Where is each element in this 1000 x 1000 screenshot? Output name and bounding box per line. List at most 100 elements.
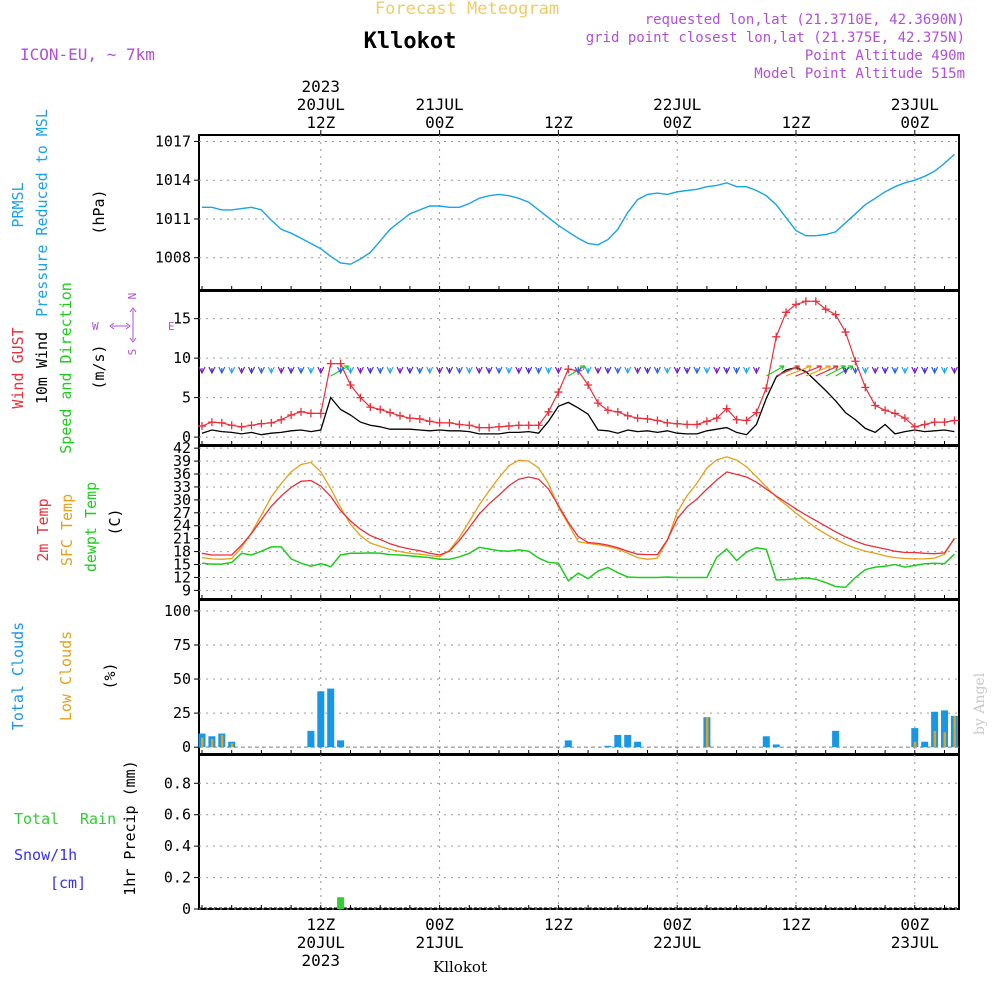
pressure-ytick-label: 1017 bbox=[155, 132, 191, 150]
wind-gust-marker bbox=[297, 407, 305, 416]
low-clouds-bar bbox=[953, 715, 956, 748]
wind-direction-arrow bbox=[624, 366, 632, 375]
bottom-axis-label: 21JUL bbox=[416, 933, 464, 952]
wind-gust-marker bbox=[821, 305, 830, 314]
dewpoint-line bbox=[201, 546, 955, 589]
wind-gust-marker bbox=[702, 417, 711, 426]
wind-direction-arrow bbox=[356, 366, 364, 375]
precip-ytick-label: 0.8 bbox=[164, 774, 191, 792]
wind-gust-marker bbox=[782, 308, 791, 317]
wind-direction-arrow bbox=[703, 366, 711, 375]
wind-gust-marker bbox=[603, 406, 612, 415]
wind-direction-arrow bbox=[505, 366, 513, 375]
wind-gust-marker bbox=[940, 418, 949, 427]
wind-direction-arrow bbox=[614, 366, 622, 375]
precip-frame bbox=[198, 754, 960, 910]
total-clouds-bar bbox=[762, 736, 770, 748]
wind-gust-marker bbox=[693, 420, 701, 429]
wind-gust-marker bbox=[831, 310, 840, 319]
bottom-axis-label: 12Z bbox=[544, 915, 573, 934]
wind-gust-marker bbox=[891, 409, 899, 418]
wind-gust-marker bbox=[534, 421, 543, 430]
wind-direction-arrow bbox=[247, 366, 256, 375]
wind-ytick-label: 10 bbox=[173, 349, 191, 367]
requested-coords: requested lon,lat (21.3710E, 42.3690N) bbox=[645, 12, 965, 28]
low-clouds-bar bbox=[913, 741, 917, 748]
wind-gust-marker bbox=[910, 422, 919, 431]
wind-direction-arrow bbox=[931, 366, 939, 375]
low-clouds-label: Low Clouds bbox=[57, 631, 75, 721]
total-clouds-bar bbox=[634, 741, 642, 748]
compass-west: W bbox=[92, 320, 99, 333]
wind-gust-marker bbox=[425, 417, 434, 426]
temperature-ytick-label: 42 bbox=[173, 439, 191, 457]
top-axis-label: 22JUL bbox=[653, 95, 701, 114]
temperature-ytick-label: 18 bbox=[173, 543, 191, 561]
wind-10m-label: 10m Wind bbox=[33, 332, 51, 404]
wind-direction-arrow bbox=[386, 366, 394, 375]
wind-gust-marker bbox=[722, 404, 731, 413]
wind-direction-arrow bbox=[851, 366, 859, 375]
wind-direction-arrow bbox=[574, 366, 582, 375]
precip-ytick-label: 0.2 bbox=[164, 869, 191, 887]
wind-direction-arrow bbox=[733, 366, 741, 375]
clouds-ytick-label: 0 bbox=[182, 738, 191, 756]
snow-unit-label: [cm] bbox=[50, 874, 86, 892]
wind-gust-marker bbox=[623, 411, 632, 420]
wind-direction-arrow bbox=[841, 366, 850, 375]
clouds-ytick-label: 50 bbox=[173, 670, 191, 688]
wind-direction-arrow bbox=[871, 366, 879, 375]
tsfc-label: SFC Temp bbox=[58, 494, 76, 566]
wind-gust-marker bbox=[475, 423, 484, 432]
pressure-panel: 1008 1011 1014 1017 bbox=[155, 132, 960, 291]
wind-direction-arrow bbox=[535, 366, 543, 375]
wind-direction-arrow bbox=[317, 366, 325, 375]
wind-gust-marker bbox=[514, 421, 523, 430]
total-rain-label-rain: Rain bbox=[80, 810, 116, 828]
wind-gust-marker bbox=[683, 420, 692, 429]
wind-direction-arrow bbox=[257, 366, 265, 375]
wind-direction-arrow bbox=[337, 366, 345, 375]
bottom-axis-label: 22JUL bbox=[653, 933, 701, 952]
wind-ytick-label: 15 bbox=[173, 310, 191, 328]
wind-gust-marker bbox=[376, 405, 385, 414]
wind-gust-marker bbox=[801, 297, 810, 306]
wind-direction-arrow bbox=[805, 365, 832, 377]
total-clouds-bar bbox=[832, 730, 840, 748]
bottom-axis-label: 00Z bbox=[900, 915, 929, 934]
wind-direction-arrow bbox=[267, 366, 275, 375]
wind-direction-arrow bbox=[238, 366, 246, 375]
wind-direction-arrow bbox=[891, 366, 899, 375]
dewpt-label: dewpt Temp bbox=[82, 482, 100, 572]
temperature-ytick-label: 39 bbox=[173, 452, 191, 470]
wind-gust-marker bbox=[673, 419, 682, 428]
pressure-reduced-label: Pressure Reduced to MSL bbox=[33, 109, 51, 317]
wind-ytick-label: 5 bbox=[182, 389, 191, 407]
wind-gust-marker bbox=[316, 409, 325, 418]
bottom-axis-label: 00Z bbox=[425, 915, 454, 934]
wind-gust-marker bbox=[742, 416, 751, 425]
wind-speed-direction-label: Speed and Direction bbox=[57, 282, 75, 454]
wind-gust-marker bbox=[594, 399, 602, 408]
wind-gust-marker bbox=[851, 357, 860, 366]
wind-gust-marker bbox=[346, 380, 355, 389]
wind-direction-arrow bbox=[950, 366, 958, 375]
low-clouds-bar bbox=[943, 732, 946, 748]
wind-gust-marker bbox=[405, 414, 414, 423]
total-clouds-bar bbox=[911, 728, 919, 748]
pressure-ytick-label: 1008 bbox=[155, 249, 191, 267]
wind-direction-arrow bbox=[307, 366, 315, 375]
wind-gust-marker bbox=[326, 359, 335, 368]
wind-direction-arrow bbox=[228, 366, 236, 375]
wind-direction-arrow bbox=[416, 366, 424, 375]
wind-gust-marker bbox=[356, 393, 365, 402]
low-clouds-bar bbox=[933, 730, 937, 748]
precip-panel-labels: Total Rain Snow/1h [cm] 1hr Precip (mm) bbox=[14, 760, 139, 895]
wind-gust-marker bbox=[584, 380, 593, 389]
wind-direction-arrow bbox=[515, 366, 523, 375]
point-altitude: Point Altitude 490m bbox=[805, 48, 965, 64]
total-clouds-bar bbox=[624, 734, 632, 748]
wind-direction-arrow bbox=[752, 366, 760, 375]
total-clouds-bar bbox=[564, 740, 572, 748]
